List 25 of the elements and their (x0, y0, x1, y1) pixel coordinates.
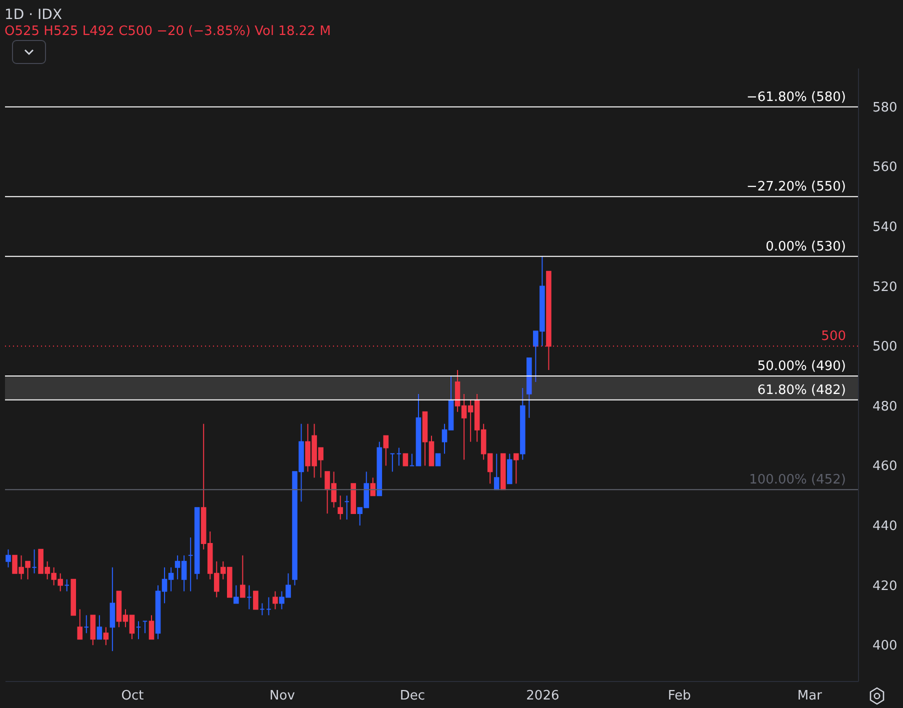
y-tick-label: 560 (872, 160, 898, 176)
chart-subtitle: O525 H525 L492 C500 −20 (−3.85%) Vol 18.22 M (4, 24, 331, 39)
y-tick-label: 540 (872, 220, 898, 235)
x-tick-label: Oct (121, 688, 144, 704)
ref-line-label: −61.80% (580) (746, 90, 846, 105)
y-tick-label: 480 (872, 399, 898, 414)
ref-line-label: 0.00% (530) (766, 239, 846, 254)
ref-line-label: 500 (821, 329, 846, 344)
ref-line-label: −27.20% (550) (746, 180, 846, 195)
y-tick-label: 420 (872, 578, 898, 594)
x-tick-label: Feb (668, 688, 691, 704)
x-tick-label: Nov (270, 688, 296, 704)
y-tick-label: 440 (872, 519, 898, 534)
y-tick-label: 400 (872, 638, 898, 654)
x-tick-label: Dec (400, 688, 426, 704)
y-tick-label: 500 (872, 340, 898, 355)
ref-line-label: 100.00% (452) (749, 472, 846, 488)
x-tick-label: 2026 (526, 688, 560, 704)
x-tick-label: Mar (797, 688, 823, 704)
chart-title: 1D · IDX (4, 7, 62, 23)
y-tick-label: 460 (872, 459, 898, 474)
ref-line-label: 61.80% (482) (757, 382, 846, 398)
y-tick-label: 520 (872, 280, 898, 295)
ref-line-label: 50.00% (490) (757, 358, 846, 374)
y-tick-label: 580 (872, 100, 898, 116)
